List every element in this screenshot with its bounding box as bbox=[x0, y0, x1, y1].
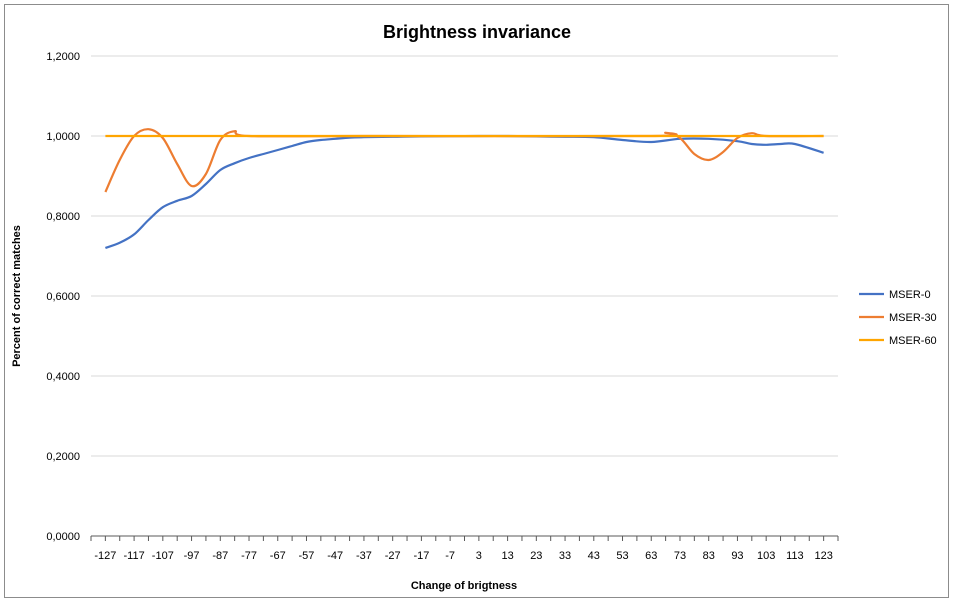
x-tick-label: 63 bbox=[645, 550, 657, 562]
x-tick-label: -67 bbox=[270, 550, 286, 562]
x-tick-label: 33 bbox=[559, 550, 571, 562]
x-tick-label: 113 bbox=[786, 550, 804, 562]
chart-frame bbox=[4, 4, 949, 598]
x-tick-label: -87 bbox=[212, 550, 228, 562]
x-tick-label: -37 bbox=[356, 550, 372, 562]
y-tick-label: 1,0000 bbox=[46, 131, 80, 143]
legend-label-mser-30: MSER-30 bbox=[889, 312, 937, 324]
y-axis-tick-labels: 0,0000 0,2000 0,4000 0,6000 0,8000 1,0000 1,20… bbox=[46, 51, 80, 543]
x-axis-tick-labels: -127 -117 -107 -97 -87 -77 -67 -57 -47 -37 -27 -17 -… bbox=[94, 550, 832, 562]
legend-label-mser-0: MSER-0 bbox=[889, 289, 931, 301]
y-axis-title: Percent of correct matches bbox=[11, 225, 23, 367]
y-tick-label: 0,2000 bbox=[46, 451, 80, 463]
series-lines bbox=[104, 128, 824, 250]
x-tick-label: -117 bbox=[123, 550, 144, 562]
x-tick-label: -47 bbox=[327, 550, 343, 562]
x-tick-label: -97 bbox=[184, 550, 200, 562]
x-tick-label: 93 bbox=[731, 550, 743, 562]
x-tick-label: 13 bbox=[501, 550, 513, 562]
x-tick-label: 83 bbox=[703, 550, 715, 562]
x-tick-label: 73 bbox=[674, 550, 686, 562]
y-tick-label: 0,4000 bbox=[46, 371, 80, 383]
x-tick-label: 43 bbox=[588, 550, 600, 562]
y-tick-label: 0,6000 bbox=[46, 291, 80, 303]
y-tick-label: 0,8000 bbox=[46, 211, 80, 223]
x-tick-label: 53 bbox=[616, 550, 628, 562]
y-tick-label: 1,2000 bbox=[46, 51, 80, 63]
x-tick-label: -27 bbox=[385, 550, 401, 562]
x-tick-label: -127 bbox=[94, 550, 116, 562]
x-tick-label: 23 bbox=[530, 550, 542, 562]
x-tick-label: -7 bbox=[445, 550, 455, 562]
x-axis-title: Change of brigtness bbox=[411, 580, 517, 592]
x-tick-label: -17 bbox=[413, 550, 429, 562]
legend-label-mser-60: MSER-60 bbox=[889, 335, 937, 347]
x-tick-label: 103 bbox=[757, 550, 775, 562]
series-line-mser-0 bbox=[105, 134, 824, 250]
y-tick-label: 0,0000 bbox=[46, 531, 80, 543]
x-tick-label: -107 bbox=[152, 550, 174, 562]
x-tick-label: 123 bbox=[814, 550, 832, 562]
x-tick-label: -57 bbox=[299, 550, 315, 562]
x-tick-label: -77 bbox=[241, 550, 257, 562]
legend: MSER-0 MSER-30 MSER-60 bbox=[859, 289, 937, 347]
x-axis bbox=[90, 535, 839, 541]
x-tick-label: 3 bbox=[476, 550, 482, 562]
chart-title: Brightness invariance bbox=[383, 22, 571, 42]
grid-lines bbox=[91, 55, 838, 457]
